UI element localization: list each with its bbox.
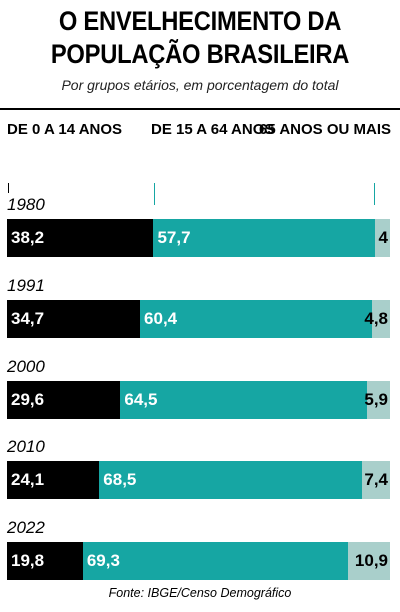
bar-65-plus-2010 <box>361 461 390 499</box>
label-65-plus-1991: 4,8 <box>364 309 388 328</box>
legend-tick-65-plus <box>374 183 375 205</box>
label-0-14-1980: 38,2 <box>11 228 45 247</box>
bar-15-64-1991 <box>140 300 372 338</box>
bar-65-plus-2000 <box>367 381 390 419</box>
chart-title-line-2: POPULAÇÃO BRASILEIRA <box>50 39 350 69</box>
label-65-plus-2000: 5,9 <box>364 390 388 409</box>
label-65-plus-1980: 4 <box>378 228 388 247</box>
chart-title-line-1: O ENVELHECIMENTO DA <box>58 6 342 36</box>
bar-0-14-2022 <box>7 542 83 580</box>
bar-15-64-2010 <box>99 461 362 499</box>
label-65-plus-2010: 7,4 <box>364 470 388 489</box>
label-0-14-2022: 19,8 <box>11 551 45 570</box>
chart-subtitle: Por grupos etários, em porcentagem do to… <box>61 77 339 93</box>
label-0-14-1991: 34,7 <box>11 309 45 328</box>
year-label-2022: 2022 <box>7 518 45 537</box>
bar-65-plus-1991 <box>371 300 390 338</box>
bar-65-plus-2022 <box>348 542 390 580</box>
bar-0-14-1991 <box>7 300 141 338</box>
chart-source: Fonte: IBGE/Censo Demográfico <box>108 586 292 600</box>
legend-0-14: DE 0 A 14 ANOS <box>7 121 123 138</box>
label-65-plus-2022: 10,9 <box>354 551 388 570</box>
bar-0-14-2010 <box>7 461 100 499</box>
label-15-64-1991: 60,4 <box>144 309 178 328</box>
bar-65-plus-1980 <box>374 219 390 257</box>
year-label-1980: 1980 <box>7 195 45 214</box>
legend-15-64: DE 15 A 64 ANOS <box>151 121 275 138</box>
label-15-64-2010: 68,5 <box>103 470 137 489</box>
bar-15-64-2000 <box>120 381 368 419</box>
legend-65-plus: 65 ANOS OU MAIS <box>259 121 391 138</box>
bar-0-14-1980 <box>7 219 154 257</box>
year-label-2010: 2010 <box>7 437 45 456</box>
legend-tick-0-14 <box>8 183 9 193</box>
label-0-14-2000: 29,6 <box>11 390 45 409</box>
legend-tick-15-64 <box>154 183 155 205</box>
label-0-14-2010: 24,1 <box>11 470 45 489</box>
bar-0-14-2000 <box>7 381 121 419</box>
header-divider <box>0 108 400 110</box>
label-15-64-2000: 64,5 <box>124 390 158 409</box>
bar-15-64-1980 <box>153 219 375 257</box>
label-15-64-2022: 69,3 <box>86 551 120 570</box>
label-15-64-1980: 57,7 <box>157 228 191 247</box>
year-label-1991: 1991 <box>7 276 45 295</box>
year-label-2000: 2000 <box>7 357 45 376</box>
bar-15-64-2022 <box>82 542 349 580</box>
